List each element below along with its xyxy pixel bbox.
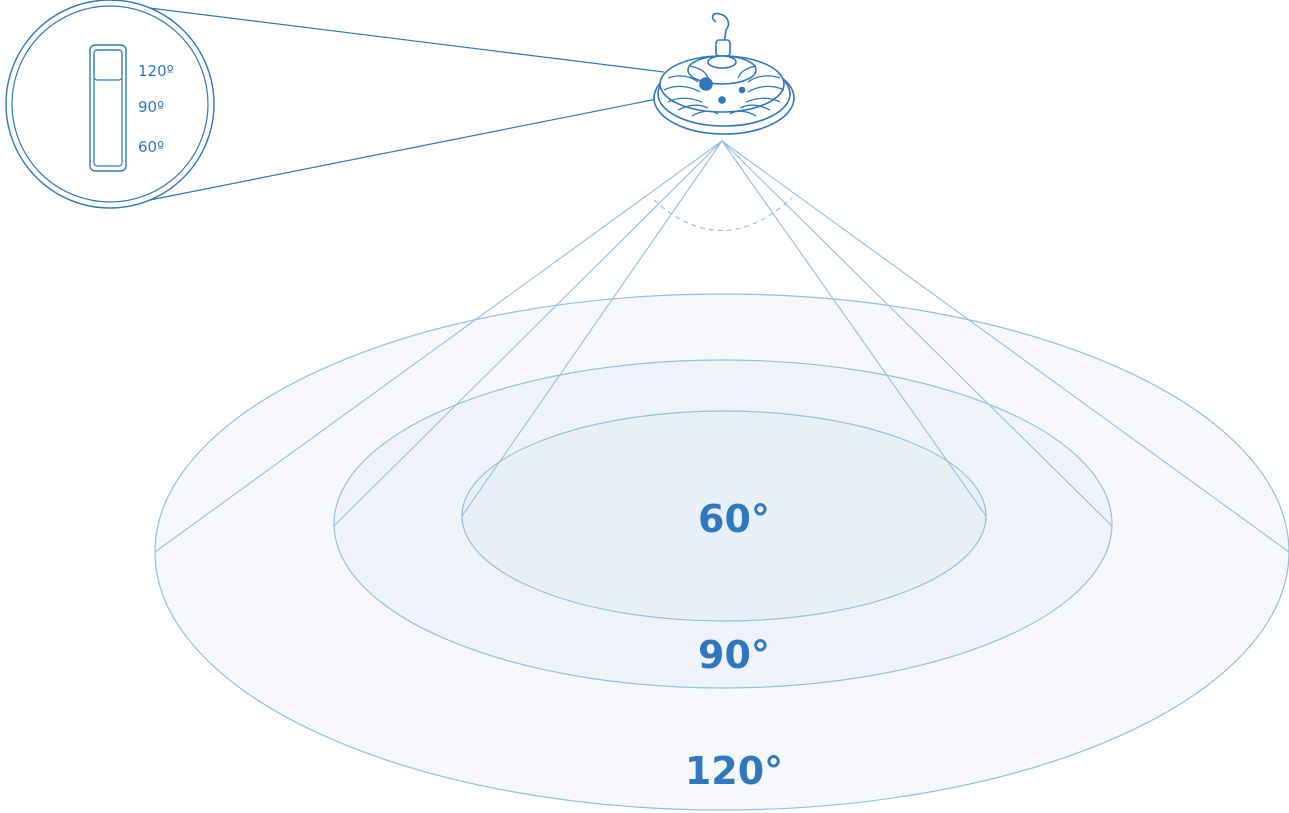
mount-bracket [715,39,731,57]
switch-option-120: 120º [138,62,174,80]
zoom-connector-lines [132,5,665,201]
ray-60-left [461,140,723,517]
switch-option-90: 90º [138,98,164,116]
switch-slider[interactable] [93,49,123,81]
beam-label-90: 90° [698,633,770,677]
switch-option-60: 60º [138,138,164,156]
hook-icon [711,12,730,45]
heatsink-fins [663,65,785,117]
beam-label-120: 120° [685,749,783,793]
fixture-hub [707,55,737,69]
ufo-high-bay-light-icon [653,12,795,135]
beam-label-60: 60° [698,497,770,541]
angle-arc [653,197,793,232]
beam-ellipses [154,293,1289,811]
zoom-line-top [132,5,665,73]
fixture-screw [738,86,746,94]
ray-120-right [721,140,1289,553]
zoom-line-bottom [149,98,658,201]
ray-90-right [721,140,1113,527]
switch-housing [89,44,127,172]
zoom-circle-inner [11,5,209,203]
driver-knob [699,77,713,91]
ray-60-right [721,140,987,517]
ray-90-left [333,140,723,527]
beam-labels: 60° 90° 120° [685,497,783,793]
ray-120-left [154,140,723,553]
beam-rays [154,140,1289,553]
fixture-screw [718,96,726,104]
beam-angle-switch[interactable] [89,44,127,172]
beam-switch-zoom: 120º 90º 60º [5,0,215,209]
